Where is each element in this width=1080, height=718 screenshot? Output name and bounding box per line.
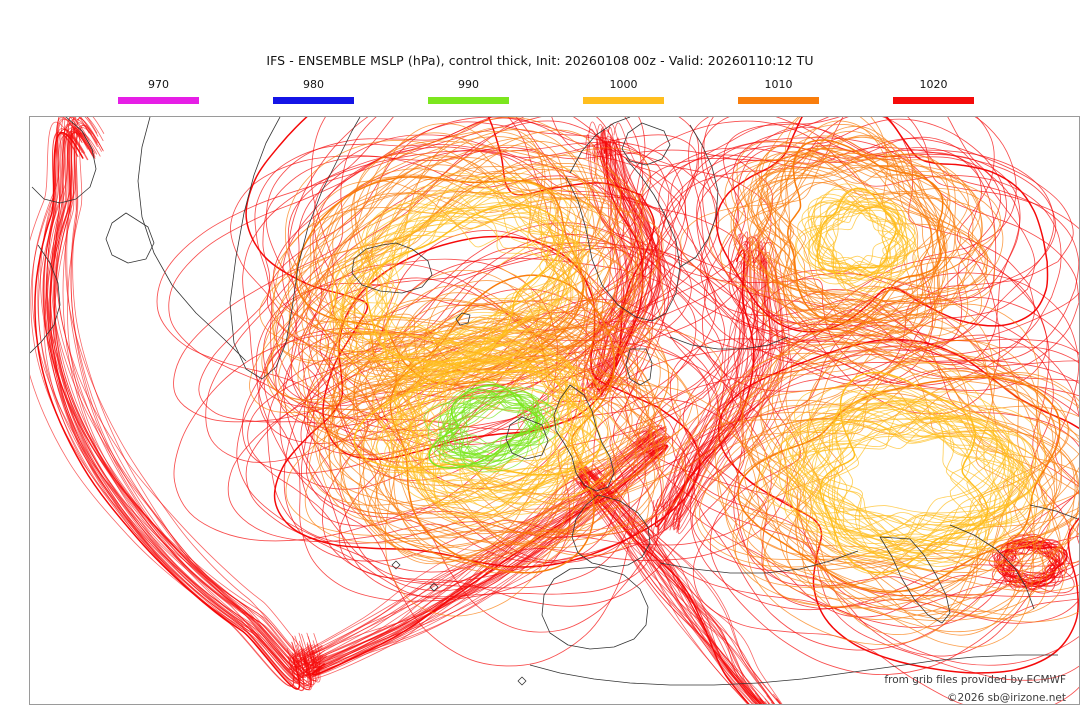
coastline-segment bbox=[625, 158, 681, 322]
legend-item-1020: 1020 bbox=[879, 78, 989, 104]
coastline-segment bbox=[229, 117, 361, 380]
legend-item-990: 990 bbox=[414, 78, 524, 104]
credit-copyright: ©2026 sb@irizone.net bbox=[947, 692, 1066, 704]
coastline-segment bbox=[659, 550, 859, 574]
contour-layer bbox=[30, 117, 1079, 704]
coastline-segment bbox=[391, 560, 401, 570]
legend-item-1000: 1000 bbox=[569, 78, 679, 104]
coastline-segment bbox=[351, 242, 433, 294]
coastline-segment bbox=[949, 524, 1035, 610]
coastline-segment bbox=[569, 117, 631, 174]
legend-label-1000: 1000 bbox=[609, 78, 638, 91]
legend-label-980: 980 bbox=[303, 78, 324, 91]
credit-source: from grib files provided by ECMWF bbox=[884, 674, 1066, 686]
page-title: IFS - ENSEMBLE MSLP (hPa), control thick… bbox=[266, 53, 814, 68]
coastline-segment bbox=[455, 312, 471, 326]
coastline-segment bbox=[541, 566, 649, 650]
coastline-segment bbox=[879, 536, 951, 624]
legend-swatch-1010 bbox=[738, 97, 819, 104]
coastline-segment bbox=[30, 244, 61, 354]
legend-swatch-1020 bbox=[893, 97, 974, 104]
coastline-segment bbox=[571, 494, 651, 568]
legend-swatch-990 bbox=[428, 97, 509, 104]
legend-swatch-970 bbox=[118, 97, 199, 104]
coastline-segment bbox=[1029, 504, 1079, 520]
coastline-segment bbox=[517, 676, 527, 686]
ensemble-contour-plot bbox=[30, 117, 1079, 704]
legend: 970 980 990 1000 1010 1020 bbox=[0, 78, 1080, 110]
legend-item-1010: 1010 bbox=[724, 78, 834, 104]
coastline-segment bbox=[669, 336, 789, 350]
coastline-segment bbox=[505, 416, 549, 460]
coastline-segment bbox=[137, 117, 247, 362]
legend-label-990: 990 bbox=[458, 78, 479, 91]
legend-item-970: 970 bbox=[104, 78, 214, 104]
coastline-segment bbox=[553, 384, 615, 492]
legend-swatch-980 bbox=[273, 97, 354, 104]
legend-item-980: 980 bbox=[259, 78, 369, 104]
coastline-segment bbox=[565, 176, 653, 322]
coastline-segment bbox=[105, 212, 155, 264]
coastline-segment bbox=[625, 348, 653, 386]
legend-swatch-1000 bbox=[583, 97, 664, 104]
coastline-segment bbox=[679, 124, 719, 268]
coastline-segment bbox=[429, 582, 439, 592]
coastline-layer bbox=[30, 117, 1079, 686]
legend-label-1010: 1010 bbox=[764, 78, 793, 91]
coastline-segment bbox=[529, 654, 1058, 686]
coastline-segment bbox=[621, 122, 671, 166]
legend-label-1020: 1020 bbox=[919, 78, 948, 91]
coastline-segment bbox=[31, 117, 97, 204]
map-canvas[interactable] bbox=[29, 116, 1080, 705]
legend-label-970: 970 bbox=[148, 78, 169, 91]
